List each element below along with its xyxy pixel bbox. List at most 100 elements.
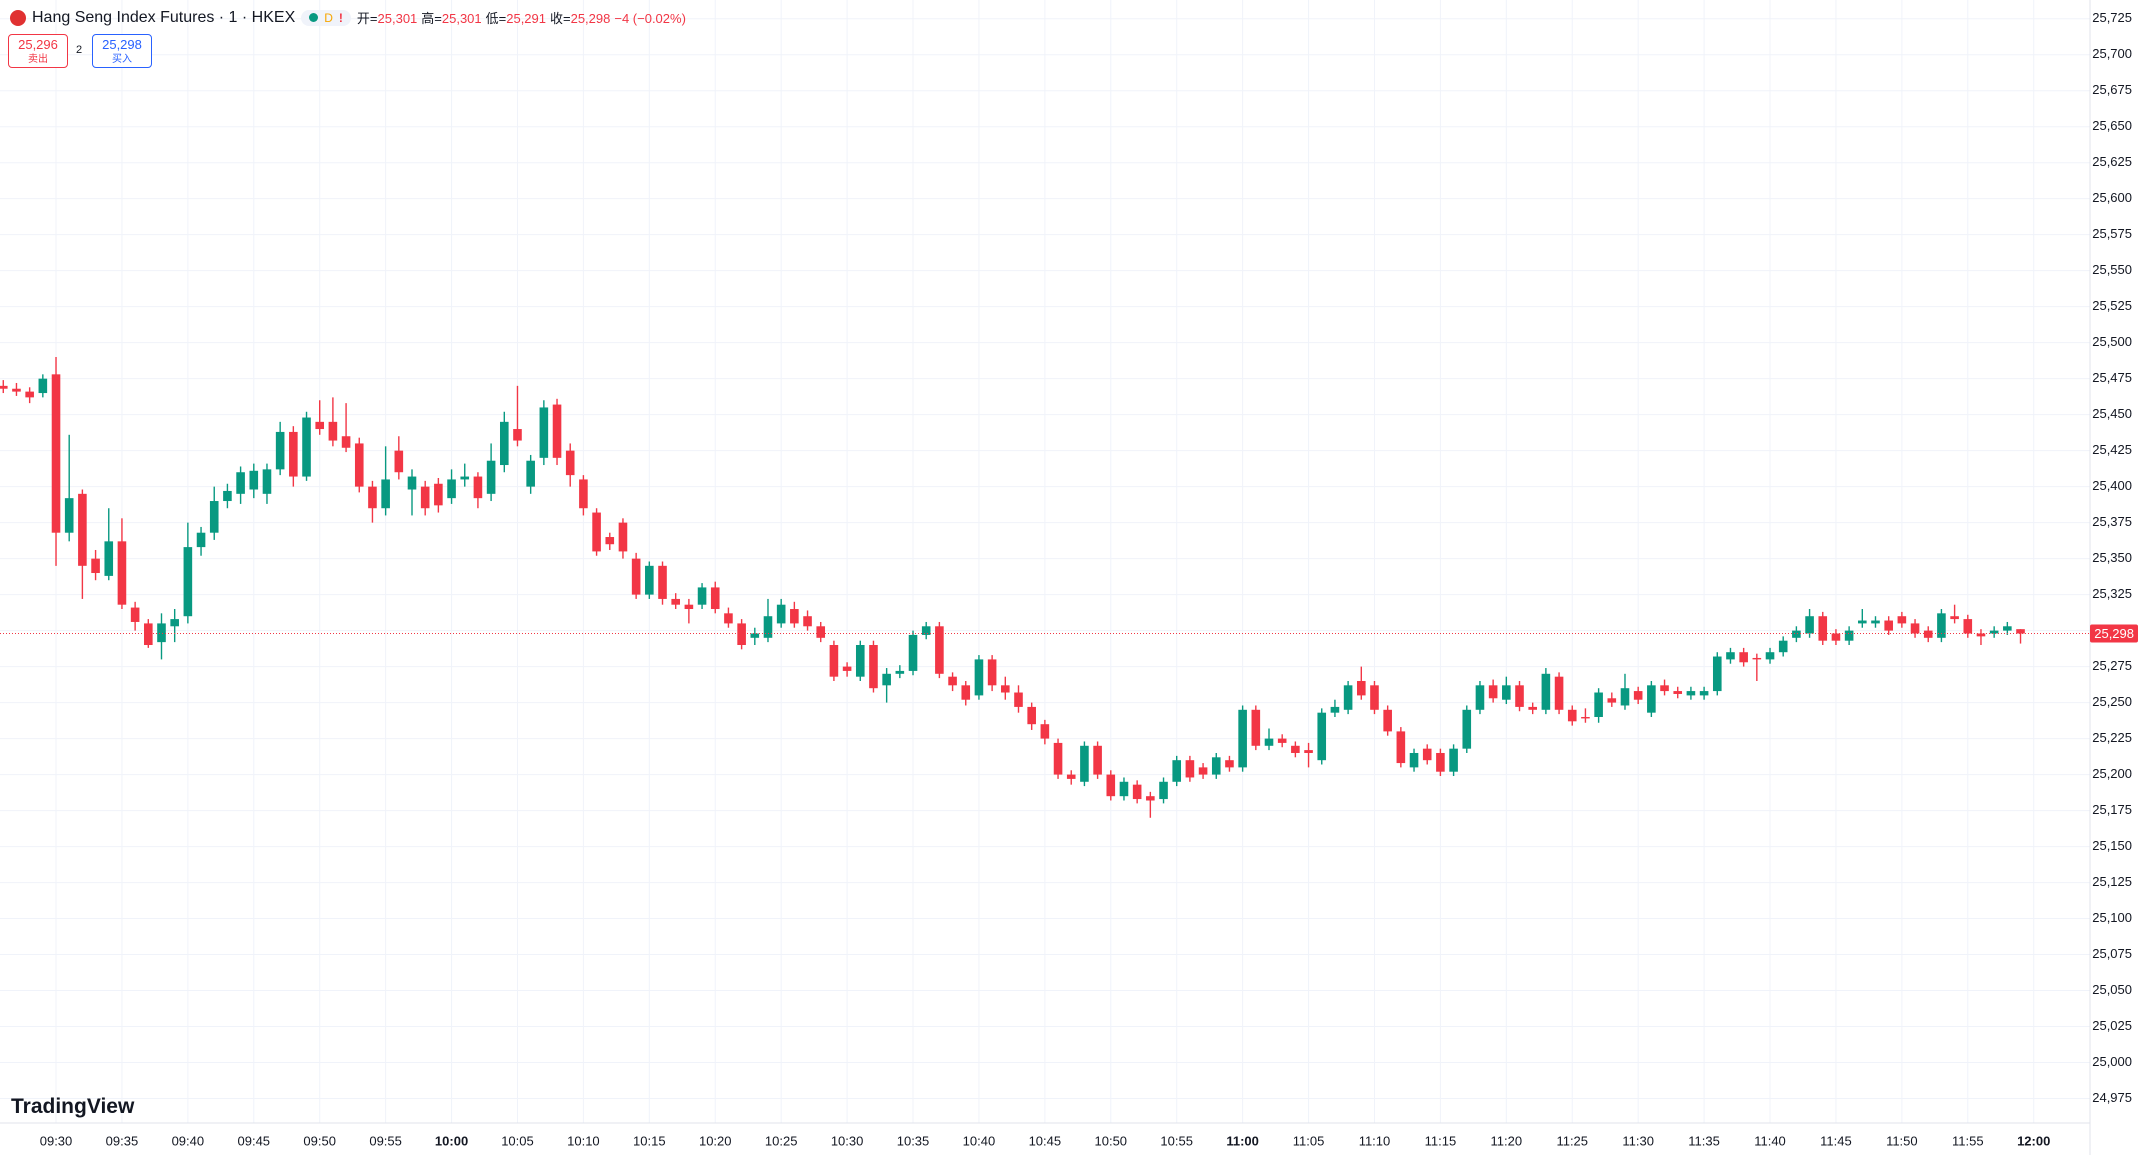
y-tick-label: 25,625 [2092,154,2132,169]
candle-body [1014,692,1023,707]
candle-body [1159,781,1168,800]
candle-body [1356,680,1366,696]
candle-body [1383,709,1392,732]
x-tick-label: 09:40 [172,1133,205,1148]
candle-body [1396,731,1406,764]
candle-body [1515,685,1524,707]
brand-logo[interactable]: TradingView [11,1095,135,1118]
candle-body [315,421,325,430]
candle-body [1488,685,1498,699]
candle-body [1633,691,1643,700]
x-tick-label: 10:50 [1095,1133,1128,1148]
buy-price: 25,298 [102,37,142,52]
buy-label: 买入 [112,54,132,65]
symbol-icon [10,9,26,26]
candle-body [0,385,8,389]
candle-body [1884,620,1893,631]
candle-body [1528,706,1537,710]
x-tick-label: 10:55 [1160,1133,1193,1148]
candle-body [1238,709,1247,768]
y-tick-label: 25,450 [2092,406,2132,421]
status-pill[interactable]: D! [301,9,351,26]
x-tick-label: 10:25 [765,1133,798,1148]
y-tick-label: 25,125 [2092,874,2132,889]
candle-body [499,421,509,466]
candle-body [407,476,417,490]
candle-body [724,613,733,624]
y-tick-label: 25,225 [2092,730,2132,745]
candle-body [829,645,839,677]
y-tick-label: 25,475 [2092,370,2132,385]
candle-body [579,479,588,509]
sell-button[interactable]: 25,296 卖出 [8,34,68,68]
candle-body [1910,623,1920,634]
x-tick-label: 12:00 [2017,1133,2050,1148]
quantity[interactable]: 2 [76,44,83,56]
candle-body [1937,613,1946,638]
candle-body [1897,616,1907,624]
high: 25,301 [441,11,482,26]
candle-body [144,623,153,646]
low-label: 低= [485,11,507,26]
symbol[interactable]: Hang Seng Index Futures · 1 · HKEX [32,8,296,26]
legend-header: Hang Seng Index Futures · 1 · HKEX D! 开=… [10,8,690,27]
candle-body [592,512,601,552]
candle-body [935,626,944,674]
y-tick-label: 25,150 [2092,838,2132,853]
candle-body [1673,691,1683,694]
candle-body [104,541,114,576]
candle-body [1976,633,1986,637]
candle-body [763,616,773,638]
status-dot [309,13,319,22]
candle-body [1027,706,1036,725]
candle-body [1844,630,1854,641]
y-tick-label: 25,575 [2092,226,2132,241]
candle-body [895,670,905,674]
sell-price: 25,296 [18,37,58,52]
x-tick-label: 10:40 [963,1133,996,1148]
candle-body [473,476,483,499]
candle-body [1106,774,1116,797]
y-tick-label: 25,000 [2092,1054,2132,1069]
candle-body [262,469,272,494]
candle-body [1409,752,1419,768]
candle-body [1620,688,1630,706]
candle-body [1211,757,1221,775]
x-tick-label: 10:15 [633,1133,666,1148]
x-tick-label: 11:25 [1556,1133,1588,1148]
candle-body [1001,685,1010,693]
candle-body [908,634,918,671]
candle-body [1712,656,1722,692]
candle-body [1462,709,1472,749]
buy-button[interactable]: 25,298 买入 [92,34,152,68]
candle-body [447,479,456,499]
candle-body [78,493,87,566]
candle-body [157,623,166,643]
candle-body [354,443,364,487]
candle-body [1277,738,1287,743]
y-tick-label: 25,500 [2092,334,2132,349]
candle-body [1963,619,1973,634]
candle-body [1541,673,1551,710]
candle-body [196,532,206,548]
candle-body [1119,781,1129,797]
candle-body [1765,652,1775,660]
x-tick-label: 09:45 [238,1133,271,1148]
badge-d: D [324,10,333,25]
candle-body [1686,691,1696,696]
candle-body [1185,760,1195,778]
candle-body [2016,629,2025,634]
change: −4 (−0.02%) [614,11,686,26]
candle-body [552,404,562,458]
candle-body [25,391,34,398]
candle-body [710,587,720,610]
y-tick-label: 25,275 [2092,658,2132,673]
candle-body [275,431,285,470]
candle-body [1699,691,1709,696]
candle-body [1436,752,1445,772]
candle-body [618,522,628,552]
candle-body [1554,676,1564,710]
candle-body [1726,652,1735,660]
candle-body [1304,750,1313,753]
